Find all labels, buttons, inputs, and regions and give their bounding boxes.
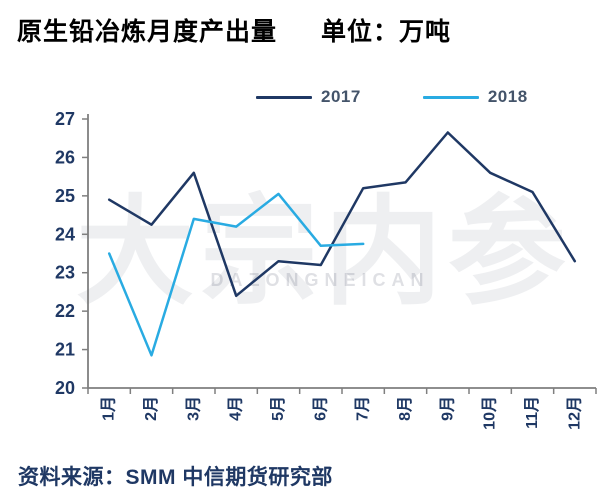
x-axis-tick-label: 11月 (523, 396, 541, 429)
legend-line-swatch-2017 (256, 95, 312, 99)
y-axis-tick-label: 24 (55, 224, 75, 244)
x-axis-tick-label: 1月 (100, 396, 118, 421)
x-axis-tick-label: 5月 (269, 396, 287, 421)
unit-label: 单位：万吨 (321, 18, 452, 46)
y-axis-tick-label: 27 (55, 109, 75, 129)
watermark-text: 大宗内参 (76, 187, 572, 319)
series-line-2018 (107, 192, 365, 357)
y-axis-tick-label: 20 (55, 378, 75, 398)
series-line-2017 (107, 131, 577, 298)
y-axis-tick-label: 26 (55, 147, 75, 167)
y-axis-tick-label: 23 (55, 263, 75, 283)
legend-item-2017[interactable]: 2017 (256, 87, 361, 107)
y-axis-tick-label: 21 (55, 340, 75, 360)
x-axis-tick-label: 10月 (481, 396, 499, 430)
y-axis-tick-label: 25 (55, 186, 75, 206)
chart-legend: 2017 2018 (256, 87, 528, 107)
x-axis-tick-label: 6月 (311, 396, 329, 421)
source-note: 资料来源：SMM 中信期货研究部 (18, 466, 333, 489)
legend-line-swatch-2018 (422, 95, 479, 99)
x-axis-tick-label: 2月 (142, 396, 160, 421)
chart-title: 原生铅冶炼月度产出量 (17, 18, 278, 46)
legend-item-2018[interactable]: 2018 (422, 87, 528, 107)
x-axis-tick-label: 3月 (184, 396, 202, 421)
x-axis-tick-label: 7月 (354, 396, 372, 421)
x-axis-tick-label: 12月 (565, 396, 583, 430)
x-axis-tick-label: 8月 (396, 396, 414, 421)
y-axis-tick-label: 22 (55, 301, 75, 321)
watermark-subtext: DAZONGNEICAN (211, 270, 430, 290)
x-axis-tick-label: 4月 (227, 396, 245, 421)
legend-label-2018: 2018 (487, 87, 528, 106)
chart-header: 原生铅冶炼月度产出量 单位：万吨 (17, 12, 451, 48)
legend-label-2017: 2017 (321, 87, 361, 106)
x-axis-tick-label: 9月 (438, 396, 456, 421)
